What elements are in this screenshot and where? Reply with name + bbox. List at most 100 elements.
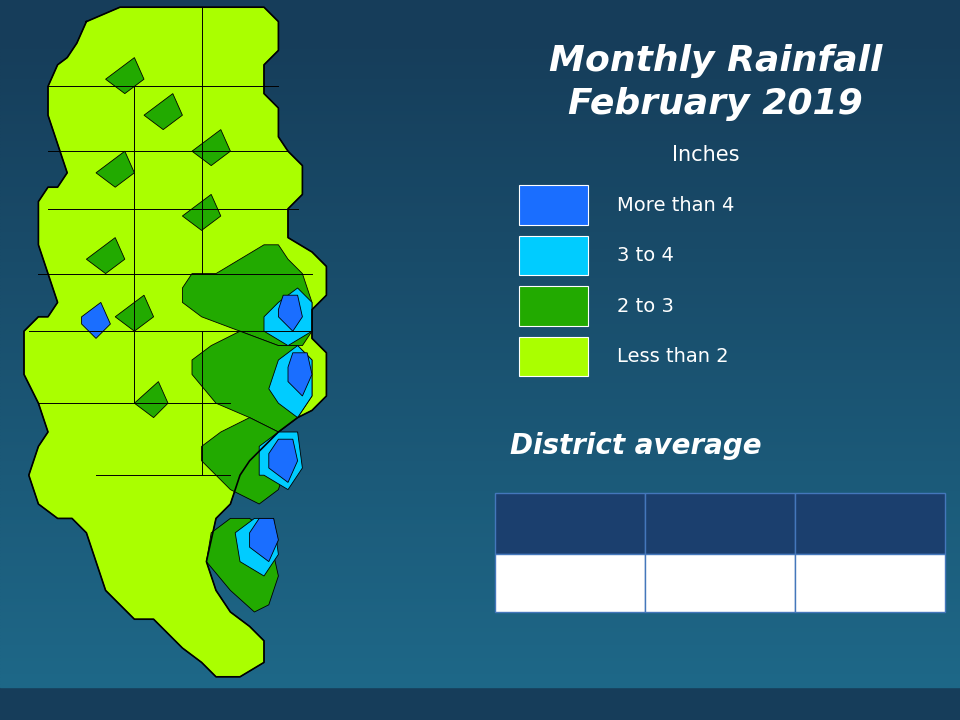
- Bar: [0, 222, 960, 226]
- Bar: [0, 546, 960, 550]
- Bar: [0, 49, 960, 53]
- Bar: [0, 307, 960, 311]
- Bar: [0, 472, 960, 474]
- Bar: [0, 170, 960, 174]
- Bar: [0, 422, 960, 426]
- Bar: [0, 390, 960, 392]
- Bar: [0, 318, 960, 320]
- Text: Departure: Departure: [827, 516, 914, 531]
- Bar: [0, 134, 960, 138]
- Bar: [0, 373, 960, 377]
- FancyBboxPatch shape: [519, 337, 588, 376]
- Polygon shape: [235, 518, 278, 576]
- Text: Less than 2: Less than 2: [617, 347, 729, 366]
- Bar: [0, 602, 960, 606]
- Bar: [0, 40, 960, 42]
- Bar: [0, 275, 960, 278]
- FancyBboxPatch shape: [795, 554, 946, 612]
- Bar: [0, 148, 960, 150]
- Bar: [0, 288, 960, 292]
- Text: Inches: Inches: [672, 145, 739, 165]
- Bar: [0, 595, 960, 599]
- Bar: [0, 379, 960, 383]
- Bar: [0, 216, 960, 220]
- Bar: [0, 658, 960, 661]
- Bar: [0, 220, 960, 222]
- Bar: [0, 618, 960, 622]
- Bar: [0, 449, 960, 451]
- Bar: [0, 163, 960, 167]
- Bar: [0, 127, 960, 131]
- Bar: [0, 320, 960, 324]
- Bar: [0, 377, 960, 379]
- Polygon shape: [206, 518, 278, 612]
- Bar: [0, 180, 960, 184]
- Bar: [0, 400, 960, 402]
- Bar: [0, 580, 960, 582]
- Bar: [0, 138, 960, 140]
- Bar: [0, 206, 960, 210]
- Polygon shape: [24, 7, 326, 677]
- Text: 1.56: 1.56: [546, 574, 594, 593]
- Bar: [0, 356, 960, 360]
- Bar: [0, 112, 960, 114]
- Bar: [0, 514, 960, 517]
- FancyBboxPatch shape: [495, 554, 645, 612]
- Bar: [0, 193, 960, 197]
- Bar: [0, 606, 960, 608]
- Bar: [0, 114, 960, 118]
- Bar: [0, 415, 960, 419]
- Bar: [0, 661, 960, 665]
- Bar: [0, 494, 960, 498]
- Bar: [0, 82, 960, 85]
- Bar: [0, 559, 960, 563]
- Bar: [0, 32, 960, 36]
- Bar: [0, 366, 960, 370]
- Bar: [0, 66, 960, 68]
- Bar: [0, 150, 960, 154]
- Bar: [0, 642, 960, 644]
- Bar: [0, 118, 960, 121]
- Bar: [0, 442, 960, 445]
- Bar: [0, 392, 960, 396]
- Bar: [0, 174, 960, 176]
- Bar: [0, 102, 960, 104]
- Polygon shape: [144, 94, 182, 130]
- Bar: [0, 521, 960, 523]
- Bar: [0, 252, 960, 256]
- Bar: [0, 523, 960, 527]
- Bar: [0, 654, 960, 658]
- Bar: [0, 98, 960, 102]
- Bar: [0, 498, 960, 500]
- Polygon shape: [182, 194, 221, 230]
- Bar: [0, 586, 960, 589]
- Bar: [0, 131, 960, 134]
- Polygon shape: [115, 295, 154, 331]
- Bar: [0, 330, 960, 334]
- Bar: [0, 161, 960, 163]
- Bar: [0, 78, 960, 82]
- Bar: [0, 121, 960, 125]
- Bar: [0, 536, 960, 540]
- Bar: [0, 248, 960, 252]
- FancyBboxPatch shape: [645, 493, 795, 554]
- Bar: [0, 256, 960, 258]
- Bar: [0, 328, 960, 330]
- Bar: [0, 487, 960, 491]
- Bar: [0, 462, 960, 464]
- Bar: [0, 451, 960, 455]
- Bar: [0, 370, 960, 373]
- Bar: [0, 593, 960, 595]
- Bar: [0, 428, 960, 432]
- Bar: [0, 341, 960, 343]
- Bar: [0, 631, 960, 635]
- Bar: [0, 199, 960, 203]
- FancyBboxPatch shape: [519, 235, 588, 275]
- Bar: [0, 197, 960, 199]
- Bar: [0, 478, 960, 481]
- Bar: [0, 108, 960, 112]
- Bar: [0, 563, 960, 566]
- Bar: [0, 72, 960, 76]
- Bar: [0, 534, 960, 536]
- Bar: [0, 386, 960, 390]
